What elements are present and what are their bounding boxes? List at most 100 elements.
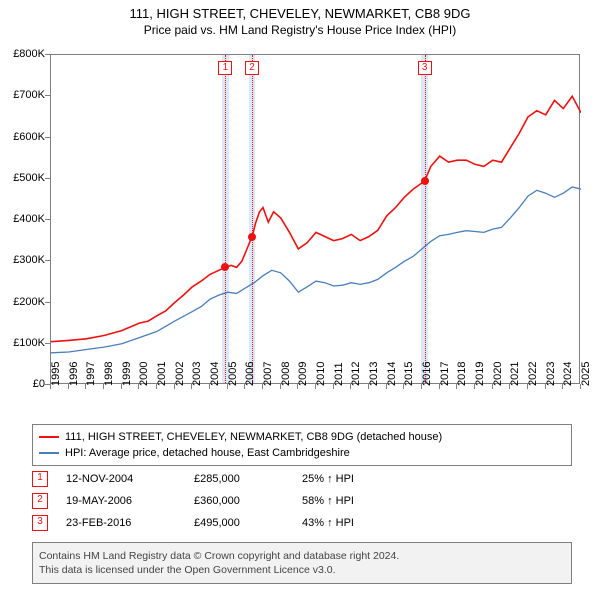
x-tick-label: 2012 [350,362,362,386]
x-tick-mark [85,384,86,389]
event-pct: 43% ↑ HPI [302,512,354,534]
event-marker-top: 2 [245,61,259,75]
x-tick-mark [492,384,493,389]
events-table: 1 12-NOV-2004 £285,000 25% ↑ HPI 2 19-MAY-200… [32,468,572,534]
x-tick-label: 2019 [474,362,486,386]
x-tick-label: 2025 [580,362,592,386]
legend-label: 111, HIGH STREET, CHEVELEY, NEWMARKET, C… [65,429,442,445]
y-tick-mark [45,260,50,261]
x-tick-mark [50,384,51,389]
event-pct: 58% ↑ HPI [302,490,354,512]
x-tick-label: 2000 [138,362,150,386]
x-tick-label: 2008 [280,362,292,386]
y-tick-mark [45,178,50,179]
x-tick-label: 2002 [174,362,186,386]
x-tick-label: 2004 [209,362,221,386]
legend-item: HPI: Average price, detached house, East… [39,445,565,461]
x-tick-label: 2020 [492,362,504,386]
event-row: 3 23-FEB-2016 £495,000 43% ↑ HPI [32,512,572,534]
x-tick-label: 2014 [386,362,398,386]
x-tick-mark [474,384,475,389]
event-marker: 1 [32,471,48,487]
x-tick-label: 2005 [227,362,239,386]
y-tick-mark [45,137,50,138]
x-tick-mark [103,384,104,389]
y-tick-label: £400K [13,213,45,225]
x-tick-label: 1997 [85,362,97,386]
event-price: £285,000 [194,468,284,490]
legend-label: HPI: Average price, detached house, East… [65,445,350,461]
sale-point [248,233,256,241]
chart-svg [51,55,581,385]
x-tick-mark [68,384,69,389]
x-tick-label: 2021 [509,362,521,386]
footer-line-2: This data is licensed under the Open Gov… [39,563,565,577]
y-tick-mark [45,219,50,220]
x-tick-mark [156,384,157,389]
x-tick-label: 2001 [156,362,168,386]
y-tick-mark [45,343,50,344]
x-tick-mark [244,384,245,389]
x-tick-mark [439,384,440,389]
x-tick-label: 2017 [439,362,451,386]
event-vline [425,55,426,383]
x-tick-mark [280,384,281,389]
x-tick-label: 2023 [545,362,557,386]
x-tick-mark [333,384,334,389]
y-tick-mark [45,95,50,96]
y-tick-label: £0 [33,378,45,390]
page-title: 111, HIGH STREET, CHEVELEY, NEWMARKET, C… [0,6,600,21]
event-vline [225,55,226,383]
x-tick-label: 1999 [121,362,133,386]
event-date: 23-FEB-2016 [66,512,176,534]
x-tick-mark [262,384,263,389]
x-tick-label: 2018 [456,362,468,386]
x-tick-mark [545,384,546,389]
x-tick-label: 1998 [103,362,115,386]
y-tick-label: £700K [13,89,45,101]
legend-box: 111, HIGH STREET, CHEVELEY, NEWMARKET, C… [32,424,572,466]
event-price: £495,000 [194,512,284,534]
x-tick-mark [315,384,316,389]
event-vline [252,55,253,383]
x-tick-mark [421,384,422,389]
event-pct: 25% ↑ HPI [302,468,354,490]
chart-page: 111, HIGH STREET, CHEVELEY, NEWMARKET, C… [0,6,600,596]
x-tick-mark [209,384,210,389]
event-marker: 2 [32,493,48,509]
y-tick-label: £300K [13,254,45,266]
x-tick-label: 2006 [244,362,256,386]
x-tick-mark [121,384,122,389]
event-date: 19-MAY-2006 [66,490,176,512]
x-tick-mark [580,384,581,389]
event-row: 1 12-NOV-2004 £285,000 25% ↑ HPI [32,468,572,490]
x-tick-label: 2003 [191,362,203,386]
x-tick-mark [350,384,351,389]
x-tick-label: 2013 [368,362,380,386]
x-tick-label: 2009 [297,362,309,386]
x-tick-mark [138,384,139,389]
event-marker-top: 3 [418,61,432,75]
y-tick-mark [45,302,50,303]
x-tick-label: 2007 [262,362,274,386]
x-tick-label: 2016 [421,362,433,386]
x-tick-mark [174,384,175,389]
x-tick-mark [191,384,192,389]
x-tick-mark [403,384,404,389]
x-tick-label: 1996 [68,362,80,386]
x-tick-mark [509,384,510,389]
x-tick-label: 2011 [333,362,345,386]
legend-swatch [39,452,59,454]
chart-plot-area: 12 3 [50,54,580,384]
event-date: 12-NOV-2004 [66,468,176,490]
footer-license-box: Contains HM Land Registry data © Crown c… [32,542,572,584]
y-tick-label: £800K [13,48,45,60]
y-tick-label: £500K [13,172,45,184]
event-marker-top: 1 [218,61,232,75]
x-tick-label: 2022 [527,362,539,386]
event-marker: 3 [32,515,48,531]
y-tick-label: £600K [13,131,45,143]
x-tick-label: 1995 [50,362,62,386]
x-tick-label: 2024 [562,362,574,386]
event-row: 219-MAY-2006£360,00058% ↑ HPI [32,490,572,512]
